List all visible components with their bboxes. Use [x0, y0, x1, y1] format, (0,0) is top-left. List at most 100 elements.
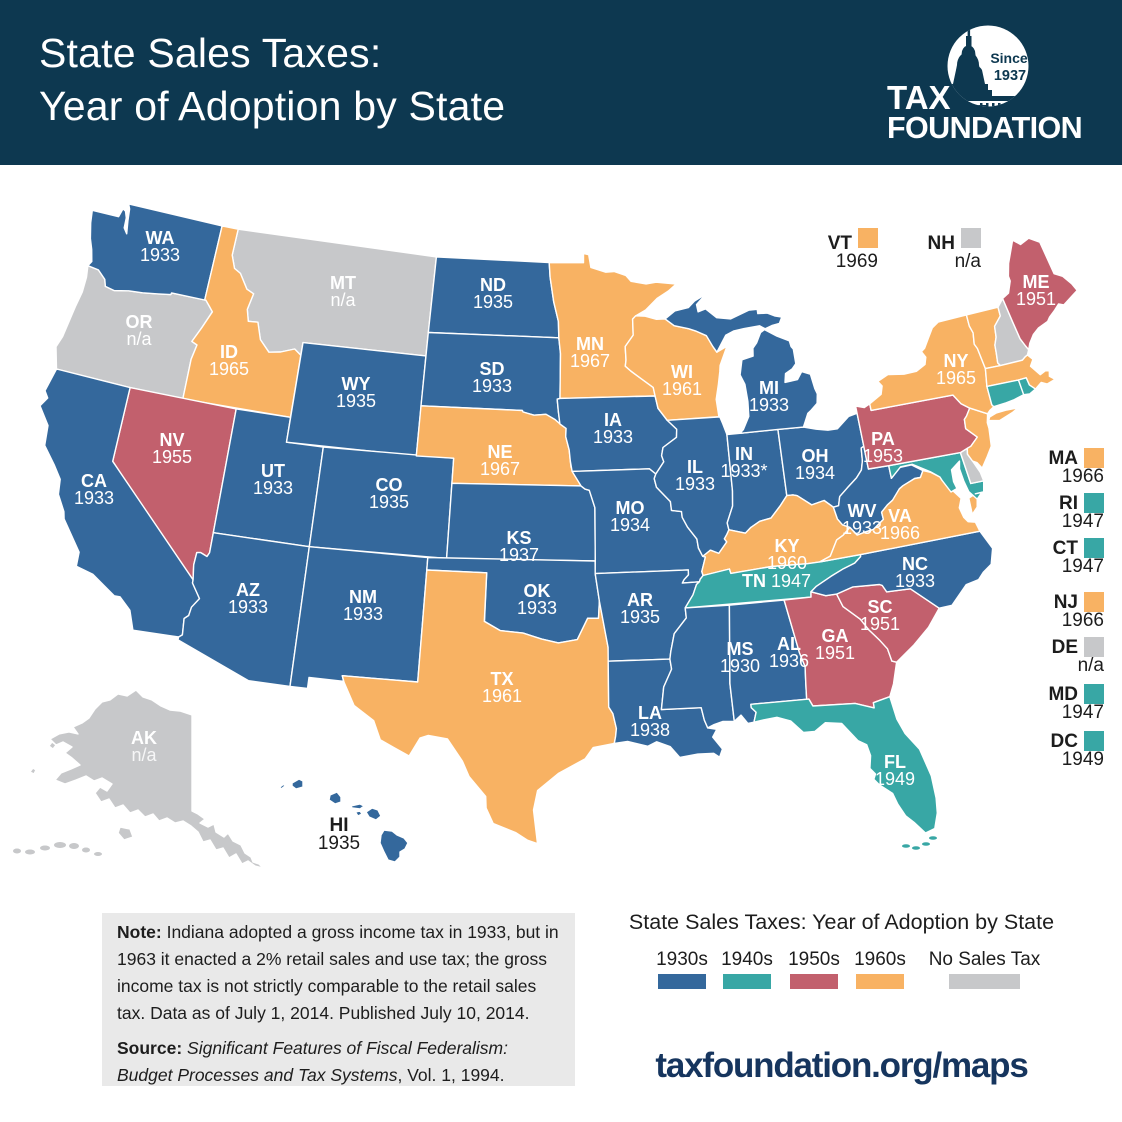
svg-text:1937: 1937 [499, 545, 539, 565]
svg-text:n/a: n/a [126, 329, 152, 349]
svg-text:LA: LA [638, 703, 662, 723]
svg-text:1938: 1938 [630, 720, 670, 740]
svg-text:1966: 1966 [1062, 610, 1104, 631]
svg-text:MD: MD [1048, 684, 1078, 705]
svg-text:1951: 1951 [815, 643, 855, 663]
svg-text:NY: NY [943, 351, 968, 371]
svg-text:1949: 1949 [875, 769, 915, 789]
svg-text:GA: GA [822, 626, 849, 646]
svg-text:AK: AK [131, 728, 157, 748]
svg-text:1960: 1960 [767, 553, 807, 573]
svg-text:1937: 1937 [994, 68, 1026, 84]
svg-text:AZ: AZ [236, 580, 260, 600]
svg-text:1933: 1933 [842, 518, 882, 538]
svg-text:IA: IA [604, 410, 622, 430]
svg-text:1933: 1933 [140, 245, 180, 265]
svg-text:1951: 1951 [1016, 289, 1056, 309]
svg-text:1933: 1933 [228, 597, 268, 617]
svg-text:1934: 1934 [795, 463, 835, 483]
svg-text:1933: 1933 [675, 474, 715, 494]
svg-text:AR: AR [627, 590, 653, 610]
svg-text:1967: 1967 [570, 351, 610, 371]
svg-text:n/a: n/a [330, 290, 356, 310]
svg-text:IN: IN [735, 444, 753, 464]
svg-text:OR: OR [126, 312, 153, 332]
svg-text:CT: CT [1053, 538, 1079, 559]
svg-text:NE: NE [487, 442, 512, 462]
svg-text:MN: MN [576, 334, 604, 354]
svg-text:n/a: n/a [1078, 655, 1105, 676]
svg-text:NH: NH [928, 233, 955, 254]
svg-text:AL: AL [777, 634, 801, 654]
svg-text:1955: 1955 [152, 447, 192, 467]
svg-text:FOUNDATION: FOUNDATION [887, 111, 1082, 145]
svg-text:1966: 1966 [880, 523, 920, 543]
svg-text:1936: 1936 [769, 651, 809, 671]
svg-text:DC: DC [1051, 731, 1079, 752]
svg-text:DE: DE [1052, 637, 1078, 658]
svg-text:1965: 1965 [209, 359, 249, 379]
svg-text:NJ: NJ [1054, 592, 1078, 613]
svg-text:TAX: TAX [887, 79, 951, 116]
svg-text:1949: 1949 [1062, 749, 1104, 770]
svg-text:1961: 1961 [482, 686, 522, 706]
svg-text:PA: PA [871, 429, 895, 449]
svg-text:1969: 1969 [836, 251, 878, 272]
svg-text:1947: 1947 [1062, 511, 1104, 532]
svg-text:1933: 1933 [749, 395, 789, 415]
svg-text:TN 1947: TN 1947 [742, 571, 811, 591]
svg-text:1966: 1966 [1062, 466, 1104, 487]
svg-text:VA: VA [888, 506, 912, 526]
svg-text:KS: KS [506, 528, 531, 548]
svg-text:NM: NM [349, 587, 377, 607]
svg-text:VT: VT [828, 233, 853, 254]
svg-text:n/a: n/a [131, 745, 157, 765]
svg-text:NV: NV [159, 430, 184, 450]
svg-text:1933: 1933 [253, 478, 293, 498]
svg-text:FL: FL [884, 752, 906, 772]
svg-text:1930: 1930 [720, 656, 760, 676]
svg-text:UT: UT [261, 461, 285, 481]
svg-text:TX: TX [490, 669, 513, 689]
svg-text:MI: MI [759, 378, 779, 398]
svg-text:IL: IL [687, 457, 703, 477]
svg-text:1951: 1951 [860, 614, 900, 634]
svg-text:HI: HI [330, 815, 349, 836]
svg-text:MO: MO [616, 498, 645, 518]
svg-text:1933*: 1933* [720, 461, 767, 481]
svg-text:Since: Since [990, 50, 1028, 66]
svg-text:1935: 1935 [473, 292, 513, 312]
svg-text:NC: NC [902, 554, 928, 574]
svg-text:1965: 1965 [936, 368, 976, 388]
svg-text:SC: SC [867, 597, 892, 617]
svg-text:ND: ND [480, 275, 506, 295]
svg-text:WA: WA [146, 228, 175, 248]
svg-text:1933: 1933 [472, 376, 512, 396]
svg-text:ME: ME [1023, 272, 1050, 292]
svg-text:1933: 1933 [593, 427, 633, 447]
svg-text:RI: RI [1059, 493, 1078, 514]
svg-text:1934: 1934 [610, 515, 650, 535]
svg-text:OH: OH [802, 446, 829, 466]
svg-text:OK: OK [524, 581, 551, 601]
svg-text:1967: 1967 [480, 459, 520, 479]
svg-text:CA: CA [81, 471, 107, 491]
svg-text:KY: KY [774, 536, 799, 556]
svg-text:1935: 1935 [318, 833, 360, 854]
svg-text:1947: 1947 [1062, 556, 1104, 577]
svg-text:MS: MS [727, 639, 754, 659]
svg-text:1933: 1933 [343, 604, 383, 624]
svg-text:1935: 1935 [620, 607, 660, 627]
svg-text:WI: WI [671, 362, 693, 382]
svg-text:1953: 1953 [863, 446, 903, 466]
svg-text:1935: 1935 [369, 492, 409, 512]
svg-text:CO: CO [376, 475, 403, 495]
svg-text:MT: MT [330, 273, 356, 293]
svg-text:1933: 1933 [895, 571, 935, 591]
svg-text:WY: WY [342, 374, 371, 394]
svg-text:1933: 1933 [74, 488, 114, 508]
svg-text:WV: WV [848, 501, 877, 521]
svg-text:SD: SD [479, 359, 504, 379]
svg-text:MA: MA [1048, 448, 1078, 469]
svg-text:1935: 1935 [336, 391, 376, 411]
